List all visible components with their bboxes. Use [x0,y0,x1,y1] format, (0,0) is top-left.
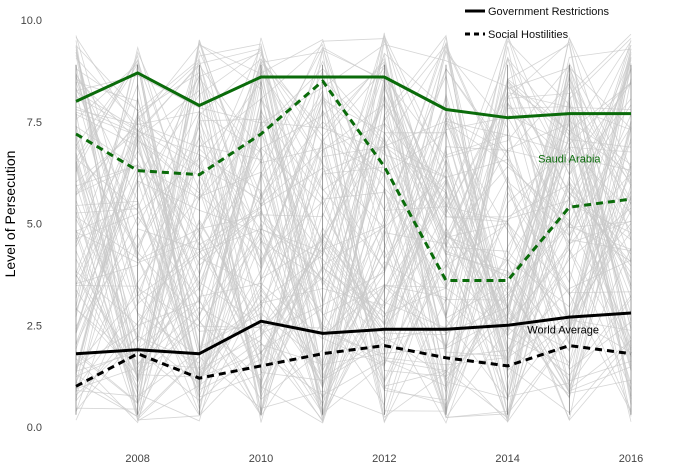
background-country-line [75,50,632,418]
background-country-line [75,103,632,422]
background-country-line [75,110,632,389]
saudi-arabia-government-restrictions-line [75,71,631,120]
y-tick-label: 0.0 [27,422,42,434]
background-country-line [75,64,632,421]
background-country-line [75,114,632,418]
background-country-line [75,78,632,404]
background-country-line [75,48,632,402]
background-country-line [75,36,632,414]
world-average-social-hostilities-line [75,344,632,388]
series-annotation: Saudi Arabia [538,153,601,165]
background-country-line [75,231,632,366]
background-country-line [75,78,632,418]
background-country-line [75,62,632,417]
background-country-line [75,103,632,398]
x-axis-ticks: 2008 2010 2012 2014 2016 [125,453,643,465]
background-country-line [75,39,632,423]
world-average-government-restrictions-line [75,311,632,356]
x-tick-label: 2008 [125,453,149,465]
y-tick-label: 5.0 [27,219,42,231]
background-country-line [75,78,632,368]
background-country-line [75,49,632,393]
background-country-line [75,69,632,377]
background-country-lines [75,32,632,424]
y-tick-label: 10.0 [21,15,42,27]
background-country-line [75,137,632,399]
background-country-line [75,49,632,398]
background-country-line [75,57,632,417]
saudi-arabia-social-hostilities-line [75,79,632,282]
background-country-line [75,72,632,414]
y-tick-label: 7.5 [27,117,42,129]
legend-label: Government Restrictions [488,6,610,18]
background-country-line [75,39,632,410]
background-country-line [75,43,632,384]
background-country-line [75,76,632,420]
legend-label: Social Hostilities [488,29,569,41]
x-tick-label: 2014 [495,453,519,465]
series-annotations: Saudi Arabia World Average [527,153,601,336]
background-country-line [75,44,632,373]
y-axis-ticks: 0.0 2.5 5.0 7.5 10.0 [21,15,42,434]
x-tick-label: 2012 [372,453,396,465]
x-tick-label: 2010 [249,453,273,465]
background-country-line [75,43,632,423]
background-country-line [75,164,632,424]
background-country-line [75,74,632,420]
background-country-line [75,57,632,373]
background-country-line [75,68,632,381]
series-lines [75,71,632,388]
background-country-line [75,39,632,417]
x-tick-label: 2016 [619,453,643,465]
background-country-line [75,43,632,401]
y-axis-title: Level of Persecution [2,151,18,278]
background-country-line [75,40,632,211]
background-country-line [75,89,632,412]
background-country-line [75,64,632,400]
series-annotation: World Average [527,324,599,336]
background-country-line [75,69,632,411]
background-country-line [75,74,632,417]
background-country-line [75,81,632,398]
legend: Government Restrictions Social Hostilitie… [465,6,610,41]
background-country-line [75,36,632,417]
y-tick-label: 2.5 [27,320,42,332]
background-country-line [75,146,632,413]
